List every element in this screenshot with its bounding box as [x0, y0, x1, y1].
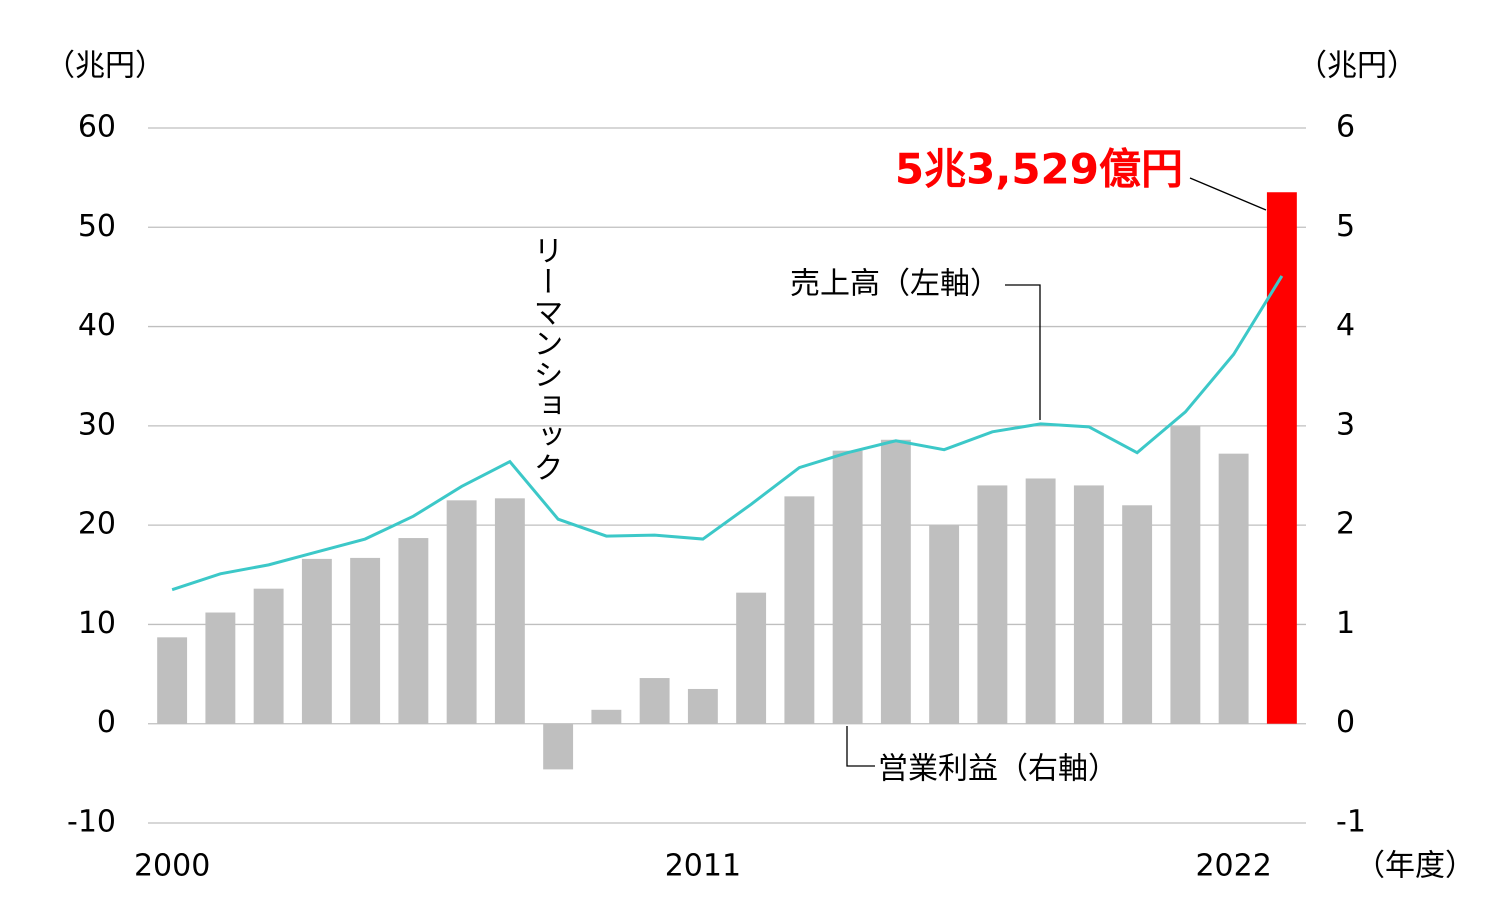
bar: [736, 592, 767, 724]
bar: [832, 450, 863, 724]
bar: [494, 498, 525, 724]
bar: [446, 500, 477, 724]
bar: [784, 496, 815, 724]
x-tick-label: 2011: [665, 849, 741, 884]
y2-tick-label: 6: [1336, 110, 1355, 145]
bar: [1025, 478, 1056, 724]
y-tick-label: 20: [78, 507, 116, 542]
legend-label: 営業利益（右軸）: [878, 752, 1118, 787]
y2-axis-label: （兆円）: [1297, 49, 1417, 84]
bar: [639, 678, 670, 724]
y-tick-label: 30: [78, 407, 116, 442]
bar: [687, 688, 718, 724]
y2-tick-label: 1: [1336, 606, 1355, 641]
y2-tick-label: 3: [1336, 407, 1355, 442]
x-tick-label: 2022: [1195, 849, 1271, 884]
x-tick-label: 2000: [134, 849, 210, 884]
y-tick-label: 60: [78, 110, 116, 145]
y-tick-label: 10: [78, 606, 116, 641]
bar: [543, 723, 574, 770]
bar: [977, 485, 1008, 724]
bar: [1073, 485, 1104, 724]
bar: [591, 709, 622, 724]
bar: [929, 525, 960, 724]
y-tick-label: 40: [78, 308, 116, 343]
bar: [880, 439, 911, 724]
legend-leader: [1005, 284, 1041, 420]
bar: [1266, 192, 1297, 724]
bar: [1122, 505, 1153, 724]
legend-label: 売上高（左軸）: [790, 267, 1000, 302]
y2-tick-label: 2: [1336, 507, 1355, 542]
legend-leader: [846, 726, 875, 767]
bar: [253, 588, 284, 724]
y2-tick-label: -1: [1336, 805, 1366, 840]
y2-tick-label: 5: [1336, 209, 1355, 244]
y2-tick-label: 4: [1336, 308, 1355, 343]
bar: [398, 538, 429, 724]
x-axis-label: （年度）: [1355, 849, 1475, 884]
bar: [1170, 425, 1201, 724]
bar: [157, 637, 188, 724]
line: [171, 275, 1284, 592]
bar: [205, 612, 236, 724]
y-axis-label: （兆円）: [45, 49, 165, 84]
callout-line: [1189, 177, 1267, 211]
bar: [1218, 453, 1249, 724]
annotation: リーマンショック: [528, 235, 563, 483]
y2-tick-label: 0: [1336, 705, 1355, 740]
y-tick-label: -10: [67, 805, 116, 840]
y-tick-label: 0: [97, 705, 116, 740]
y-tick-label: 50: [78, 209, 116, 244]
bar: [301, 558, 332, 724]
value-callout: 5兆3,529億円: [895, 145, 1183, 194]
bar: [350, 557, 381, 724]
